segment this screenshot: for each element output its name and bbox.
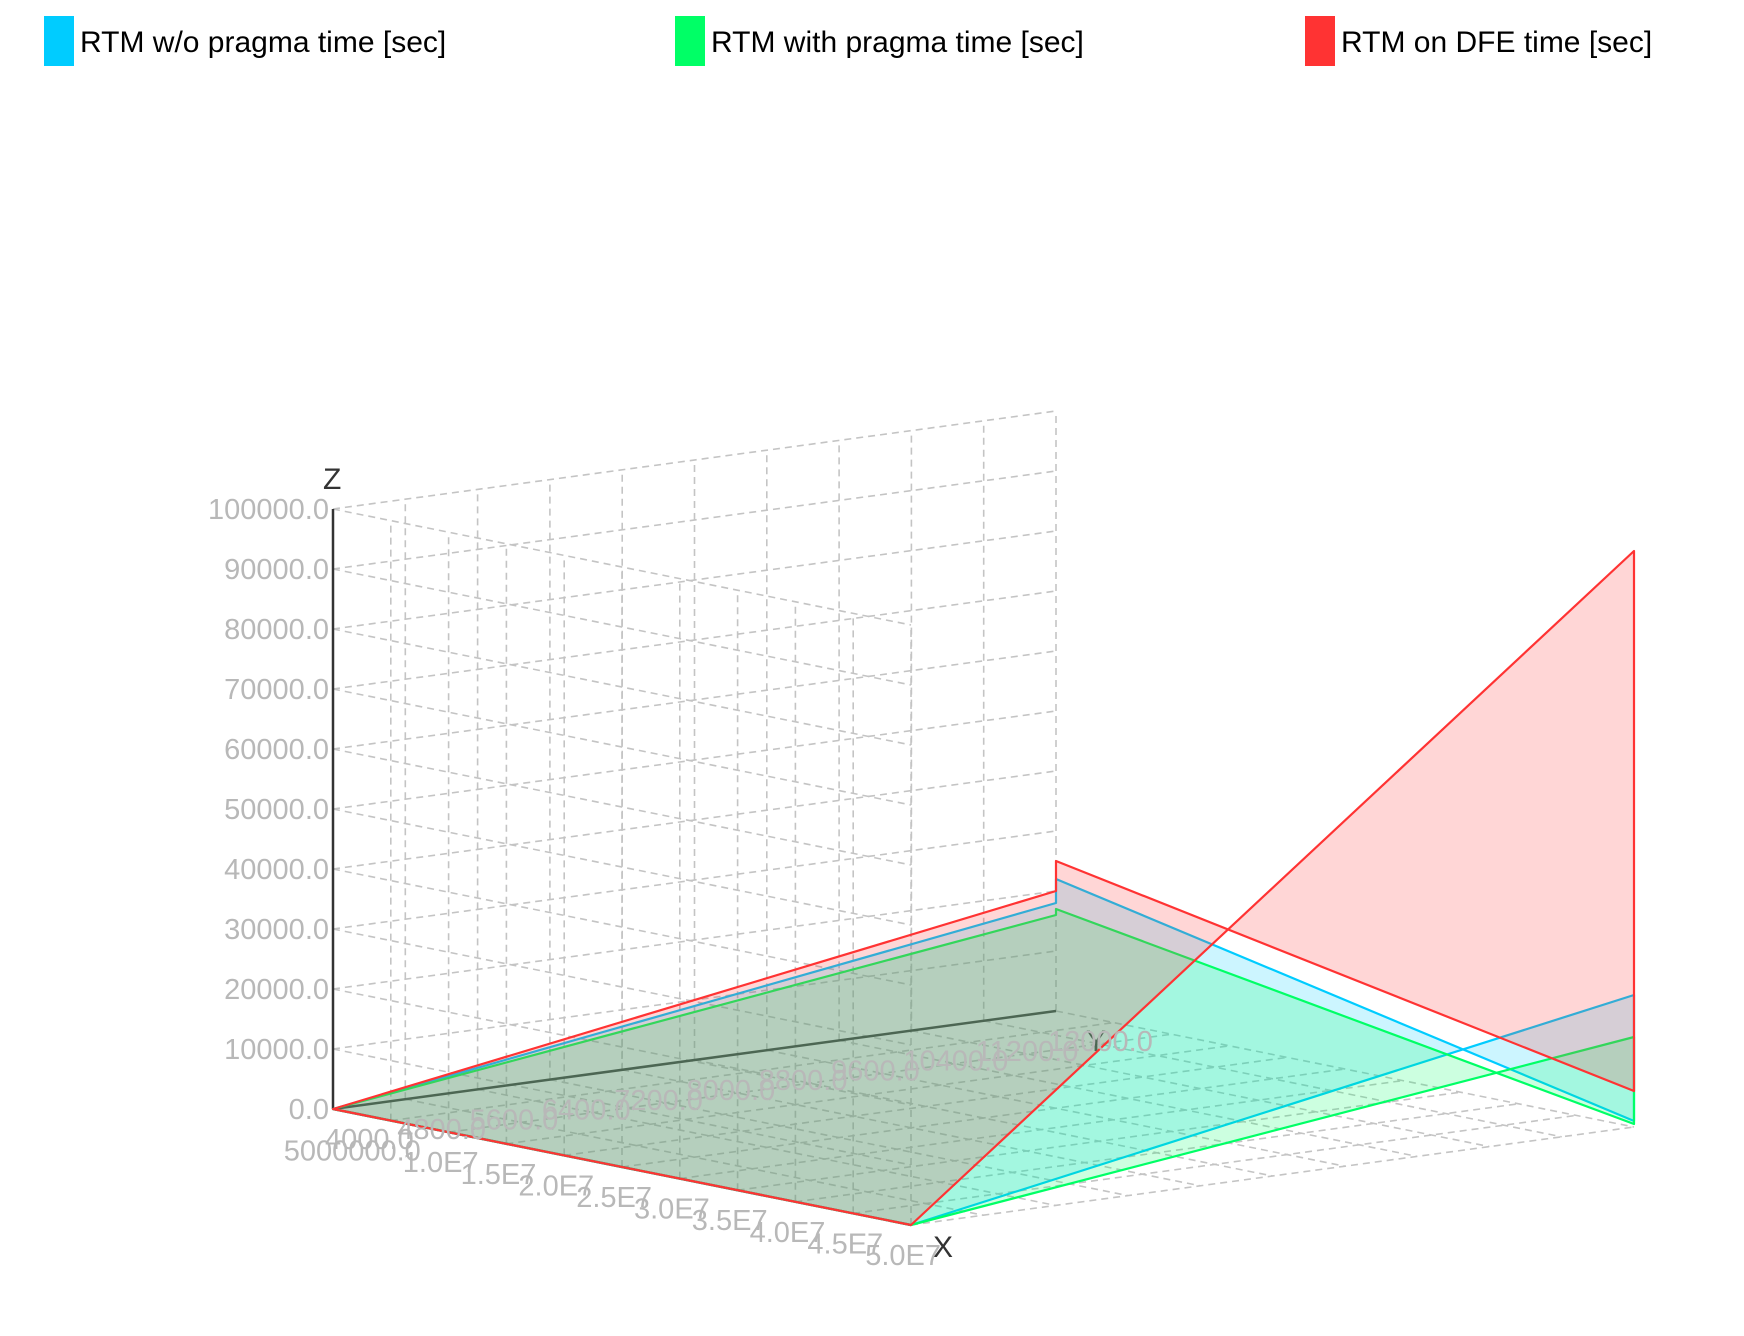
grid-line-floor-y xyxy=(838,1039,1418,1158)
grid-line-floor-y xyxy=(1055,1010,1635,1128)
x-tick-label: 5.0E7 xyxy=(865,1240,941,1272)
grid-line-back-z xyxy=(332,410,1057,510)
grid-line-floor-y xyxy=(983,1020,1562,1138)
series xyxy=(331,549,1636,1227)
legend-label-series-3: RTM on DFE time [sec] xyxy=(1341,26,1653,59)
y-tick-label: 6400.0 xyxy=(542,1095,631,1127)
grid-line-floor-y xyxy=(911,1029,1490,1148)
grid-line-floor-x xyxy=(390,1021,1114,1122)
x-tick-label: 3.0E7 xyxy=(634,1194,710,1226)
z-axis-title: Z xyxy=(323,463,341,496)
legend: RTM w/o pragma time [sec] RTM with pragm… xyxy=(0,14,1744,74)
x-tick-label: 1.5E7 xyxy=(461,1159,537,1191)
y-axis-line xyxy=(332,1009,1057,1111)
legend-label-series-2: RTM with pragma time [sec] xyxy=(711,26,1084,59)
grid-line-floor-y xyxy=(549,1078,1129,1197)
z-tick-label: 50000.0 xyxy=(224,794,329,826)
legend-swatch-series-2 xyxy=(675,16,705,66)
x-tick-label: 4.0E7 xyxy=(750,1217,826,1249)
y-tick-label: 4000.0 xyxy=(325,1124,414,1156)
tick-labels: 0.0 10000.0 20000.0 30000.0 40000.0 50000.0 60… xyxy=(208,494,1153,1272)
z-tick-label: 40000.0 xyxy=(224,854,329,886)
grid-line-floor-y xyxy=(694,1059,1273,1177)
grid-line-floor-y xyxy=(766,1049,1345,1167)
legend-swatch-series-3 xyxy=(1305,16,1335,66)
y-tick-label: 12000.0 xyxy=(1048,1026,1153,1058)
x-tick-label: 2.5E7 xyxy=(576,1182,652,1214)
x-tick-label: 3.5E7 xyxy=(692,1205,768,1237)
z-tick-label: 80000.0 xyxy=(224,614,329,646)
grid-line-floor-y xyxy=(477,1088,1056,1207)
y-tick-label: 8800.0 xyxy=(759,1065,848,1097)
z-tick-label: 60000.0 xyxy=(224,734,329,766)
y-tick-label: 8000.0 xyxy=(687,1075,776,1107)
legend-label-series-1: RTM w/o pragma time [sec] xyxy=(80,26,447,59)
y-axis-title: Y xyxy=(1086,1025,1106,1058)
y-tick-label: 4800.0 xyxy=(397,1114,486,1146)
y-tick-label: 11200.0 xyxy=(976,1036,1079,1068)
z-tick-label: 30000.0 xyxy=(224,914,329,946)
x-tick-label: 1.0E7 xyxy=(403,1147,479,1179)
z-tick-label: 0.0 xyxy=(289,1094,329,1126)
x-axis-title: X xyxy=(933,1231,953,1264)
grid-line-floor-x xyxy=(506,1045,1230,1145)
y-tick-label: 10400.0 xyxy=(903,1046,1008,1078)
z-tick-label: 100000.0 xyxy=(208,494,329,526)
x-tick-label: 2.0E7 xyxy=(518,1170,594,1202)
x-tick-label: 4.5E7 xyxy=(807,1228,883,1260)
grid xyxy=(332,410,1635,1226)
grid-line-floor-y xyxy=(622,1069,1201,1187)
x-tick-label: 5000000.0 xyxy=(284,1136,421,1168)
series-surface-3 xyxy=(331,549,1636,1227)
grid-line-floor-y xyxy=(405,1098,984,1216)
grid-line-floor-x xyxy=(448,1033,1172,1133)
y-tick-label: 5600.0 xyxy=(470,1104,559,1136)
legend-swatch-series-1 xyxy=(44,16,74,66)
z-tick-label: 70000.0 xyxy=(224,674,329,706)
grid-line-side-z xyxy=(332,508,912,626)
grid-line-floor-x xyxy=(564,1056,1288,1157)
y-tick-label: 7200.0 xyxy=(614,1085,703,1117)
y-tick-label: 9600.0 xyxy=(831,1055,920,1087)
z-tick-label: 20000.0 xyxy=(224,974,329,1006)
z-tick-label: 90000.0 xyxy=(224,554,329,586)
z-tick-label: 10000.0 xyxy=(224,1034,329,1066)
